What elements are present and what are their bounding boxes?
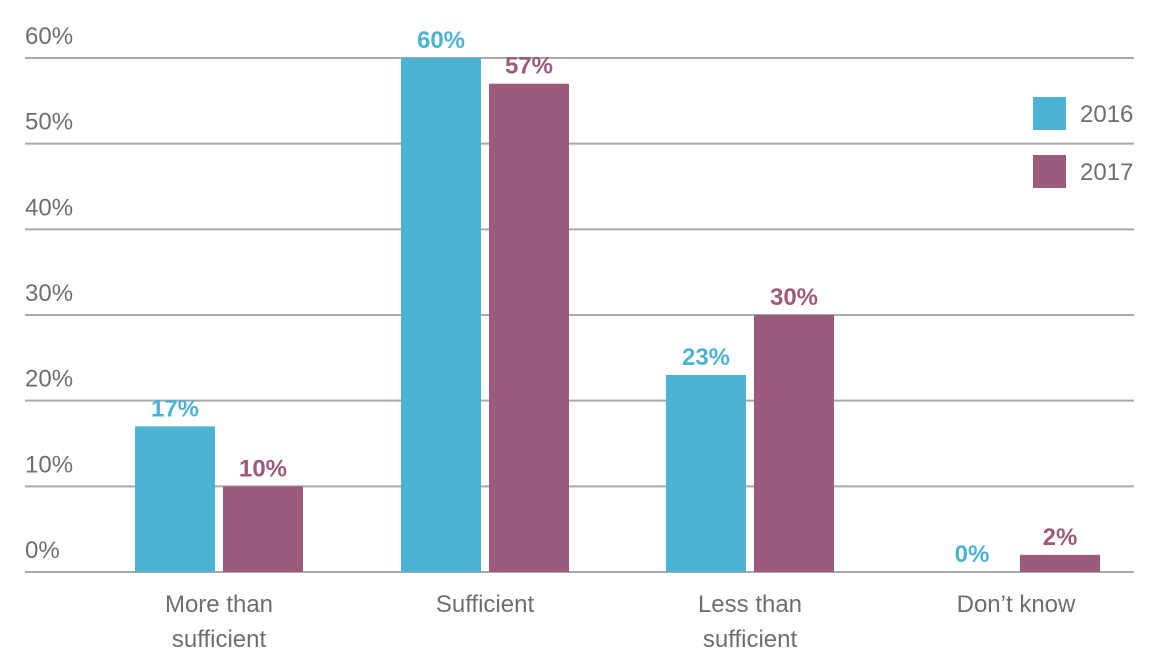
data-label: 2% bbox=[1043, 524, 1078, 551]
bar-2016 bbox=[135, 426, 215, 572]
bar-2017 bbox=[1020, 554, 1100, 572]
x-tick-label: Don’t know bbox=[957, 591, 1076, 618]
y-tick-label: 60% bbox=[25, 23, 73, 50]
y-tick-label: 10% bbox=[25, 451, 73, 478]
data-label: 10% bbox=[239, 455, 287, 482]
y-tick-label: 30% bbox=[25, 280, 73, 307]
legend-label: 2017 bbox=[1080, 159, 1133, 186]
y-tick-label: 20% bbox=[25, 366, 73, 393]
x-tick-label: Less than bbox=[698, 591, 802, 618]
x-tick-label: sufficient bbox=[172, 626, 267, 652]
data-label: 17% bbox=[151, 395, 199, 422]
bar-2016 bbox=[666, 374, 746, 572]
bar-2016 bbox=[401, 58, 481, 572]
bar-2017 bbox=[223, 486, 303, 572]
x-tick-label: Sufficient bbox=[436, 591, 535, 618]
bar-2017 bbox=[489, 83, 569, 572]
y-tick-label: 0% bbox=[25, 537, 60, 564]
x-tick-label: sufficient bbox=[703, 626, 798, 652]
y-tick-label: 50% bbox=[25, 109, 73, 136]
legend-label: 2016 bbox=[1080, 101, 1133, 128]
legend-swatch-2017 bbox=[1033, 155, 1066, 188]
data-label: 60% bbox=[417, 27, 465, 54]
data-label: 0% bbox=[955, 541, 990, 568]
data-label: 30% bbox=[770, 284, 818, 311]
bar-2017 bbox=[754, 315, 834, 572]
y-tick-label: 40% bbox=[25, 194, 73, 221]
data-label: 57% bbox=[505, 53, 553, 80]
data-label: 23% bbox=[682, 344, 730, 371]
x-tick-label: More than bbox=[165, 591, 273, 618]
legend-swatch-2016 bbox=[1033, 97, 1066, 130]
